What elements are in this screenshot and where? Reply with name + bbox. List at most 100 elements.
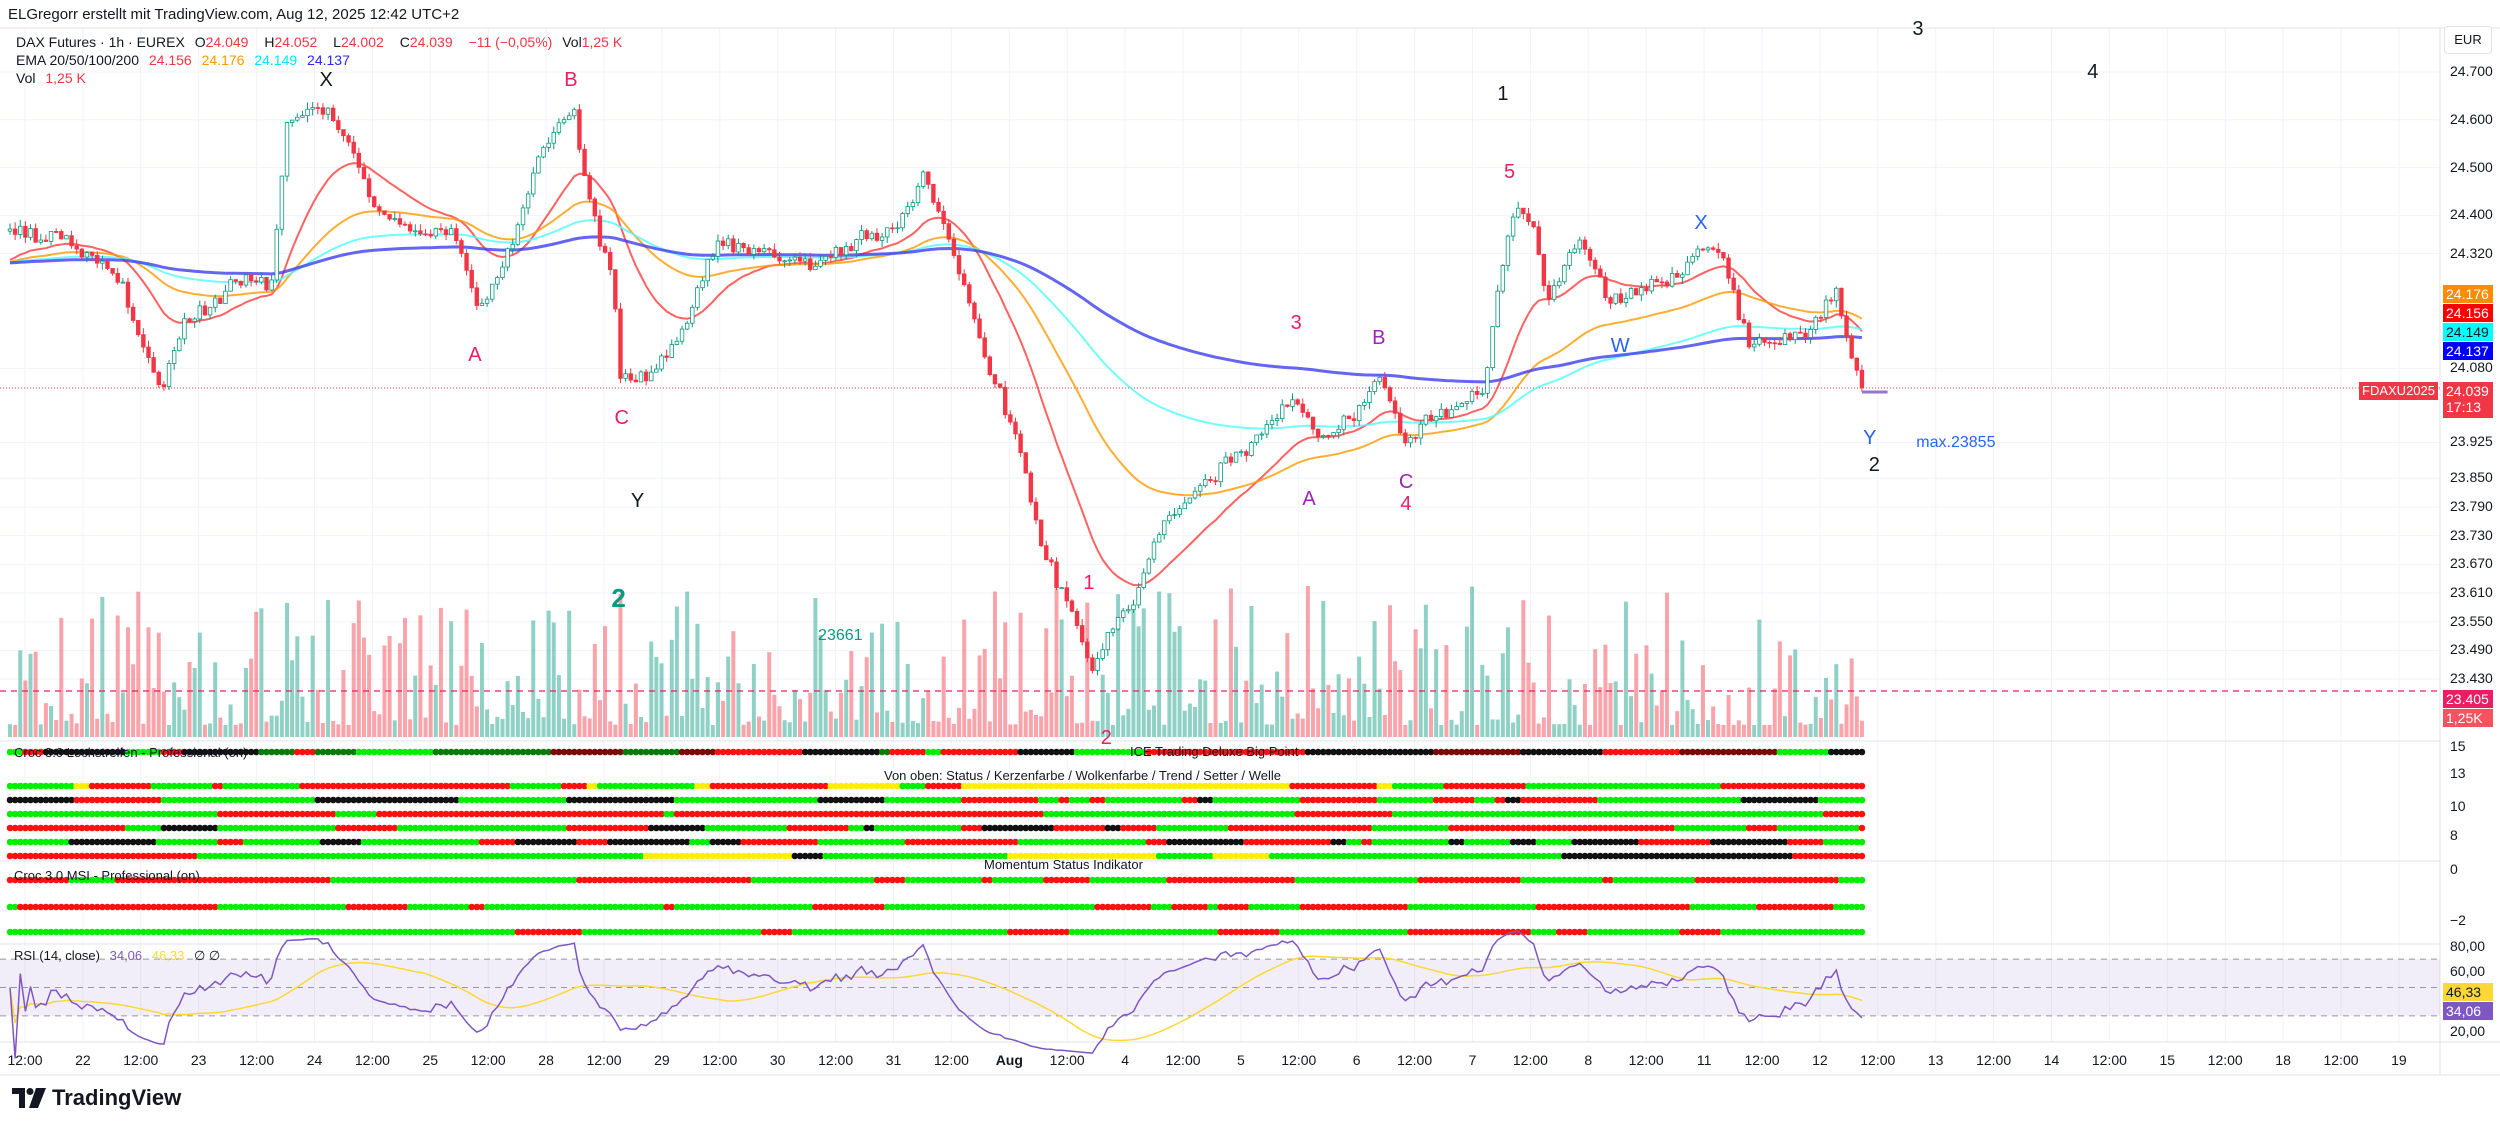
wave-label[interactable]: 2 bbox=[1868, 454, 1880, 477]
wave-label[interactable]: Y bbox=[1863, 427, 1877, 450]
volume-bar bbox=[115, 615, 120, 737]
indicator-dot bbox=[1099, 748, 1106, 756]
indicator-dot bbox=[1381, 876, 1389, 884]
candle-body bbox=[864, 230, 869, 240]
indicator-dot bbox=[1607, 838, 1614, 846]
wave-label[interactable]: 1 bbox=[1083, 572, 1095, 595]
wave-label[interactable]: 2 bbox=[611, 582, 626, 613]
indicator-dot bbox=[1776, 782, 1784, 790]
wave-label[interactable]: W bbox=[1610, 334, 1630, 357]
indicator-dot bbox=[519, 903, 527, 911]
volume-bar bbox=[680, 715, 685, 737]
wave-label[interactable]: 3 bbox=[1912, 17, 1924, 40]
candle-body bbox=[1495, 290, 1500, 328]
indicator-dot bbox=[1684, 852, 1691, 860]
indicator-dot bbox=[283, 876, 291, 884]
candle-body bbox=[464, 253, 469, 271]
indicator-dot bbox=[1843, 876, 1850, 884]
indicator-dot bbox=[755, 810, 763, 818]
indicator-dot bbox=[1135, 824, 1142, 832]
wave-label[interactable]: 23661 bbox=[818, 627, 863, 645]
indicator-dot bbox=[1745, 876, 1753, 884]
indicator-dot bbox=[730, 876, 737, 884]
wave-label[interactable]: B bbox=[1372, 326, 1386, 349]
indicator-dot bbox=[837, 748, 845, 756]
time-axis-label: 12:00 bbox=[123, 1052, 159, 1068]
high-label: H bbox=[264, 34, 275, 50]
indicator-dot bbox=[201, 903, 209, 911]
indicator-dot bbox=[109, 810, 116, 818]
indicator-dot bbox=[827, 748, 835, 756]
indicator-dot bbox=[571, 782, 578, 790]
indicator-dot bbox=[940, 852, 947, 860]
wave-label[interactable]: X bbox=[319, 68, 333, 91]
time-axis-label: 12:00 bbox=[1628, 1052, 1664, 1068]
indicator-dot bbox=[1838, 838, 1845, 846]
indicator-dot bbox=[1053, 903, 1060, 911]
rsi-legend[interactable]: RSI (14, close) 34,06 46,33 ∅ ∅ bbox=[14, 948, 226, 964]
rsi-title[interactable]: RSI (14, close) bbox=[14, 948, 100, 963]
indicator-dot bbox=[83, 748, 91, 756]
indicator-dot bbox=[1514, 876, 1522, 884]
wave-label[interactable]: B bbox=[564, 68, 578, 91]
volume-legend[interactable]: Vol 1,25 K bbox=[16, 70, 92, 86]
indicator-dot bbox=[709, 876, 717, 884]
volume-title[interactable]: Vol bbox=[16, 70, 36, 86]
rsi-axis-80: 80,00 bbox=[2450, 938, 2486, 954]
candle-body bbox=[74, 245, 79, 250]
indicator-dot bbox=[1648, 852, 1655, 860]
indicator-dot bbox=[1068, 852, 1076, 860]
symbol-name[interactable]: DAX Futures · 1h · EUREX bbox=[16, 34, 185, 50]
indicator-dot bbox=[663, 810, 670, 818]
volume-bar bbox=[833, 718, 838, 737]
wave-label[interactable]: 4 bbox=[1400, 492, 1412, 515]
indicator-dot bbox=[1694, 782, 1702, 790]
indicator-dot bbox=[688, 810, 696, 818]
indicator-dot bbox=[1545, 852, 1553, 860]
wave-label[interactable]: A bbox=[468, 344, 482, 367]
indicator-dot bbox=[406, 796, 414, 804]
wave-label[interactable]: 5 bbox=[1503, 161, 1516, 184]
wave-label[interactable]: X bbox=[1694, 212, 1708, 235]
indicator-dot bbox=[283, 748, 291, 756]
indicator-dot bbox=[263, 810, 270, 818]
indicator-dot bbox=[1017, 748, 1024, 756]
volume-bar bbox=[372, 711, 377, 737]
indicator-dot bbox=[1201, 824, 1209, 832]
wave-label[interactable]: 1 bbox=[1497, 82, 1509, 105]
tradingview-logo[interactable]: TradingView bbox=[12, 1085, 181, 1111]
indicator-dot bbox=[1048, 838, 1055, 846]
momentum-title[interactable]: Momentum Status Indikator bbox=[984, 857, 1143, 872]
wave-label[interactable]: 4 bbox=[2087, 61, 2099, 83]
indicator-dot bbox=[1191, 903, 1199, 911]
indicator-dot bbox=[1119, 838, 1127, 846]
lochstreifen-title[interactable]: Croc 3.0 Lochstreifen - Professional (on… bbox=[14, 745, 248, 760]
wave-label[interactable]: C bbox=[1398, 470, 1414, 493]
currency-button[interactable]: EUR bbox=[2444, 26, 2492, 54]
wave-label[interactable]: 3 bbox=[1290, 312, 1302, 335]
indicator-dot bbox=[1689, 810, 1696, 818]
indicator-dot bbox=[889, 824, 896, 832]
wave-label[interactable]: Y bbox=[630, 489, 645, 512]
wave-label[interactable]: A bbox=[1302, 487, 1316, 510]
symbol-legend[interactable]: DAX Futures · 1h · EUREX O24.049 H24.052… bbox=[16, 34, 634, 50]
ema-title[interactable]: EMA 20/50/100/200 bbox=[16, 52, 139, 68]
indicator-dot bbox=[186, 852, 193, 860]
indicator-dot bbox=[1248, 824, 1255, 832]
candle-body bbox=[295, 116, 300, 121]
volume-bar bbox=[182, 709, 187, 737]
ema-legend[interactable]: EMA 20/50/100/200 24.156 24.176 24.149 2… bbox=[16, 52, 356, 68]
volume-bar bbox=[1167, 593, 1172, 737]
indicator-dot bbox=[535, 876, 542, 884]
candle-body bbox=[1203, 479, 1208, 487]
indicator-dot bbox=[1053, 748, 1060, 756]
wave-label[interactable]: 2 bbox=[1100, 727, 1112, 750]
indicator-dot bbox=[1027, 810, 1035, 818]
msi-title[interactable]: Croc 3.0 MSI - Professional (on) bbox=[14, 868, 200, 883]
ice-title[interactable]: ICE Trading Deluxe Big Point bbox=[1130, 744, 1299, 759]
wave-label[interactable]: C bbox=[614, 406, 629, 429]
candle-body bbox=[1623, 297, 1629, 303]
indicator-dot bbox=[719, 748, 727, 756]
wave-label[interactable]: max.23855 bbox=[1916, 433, 1996, 451]
